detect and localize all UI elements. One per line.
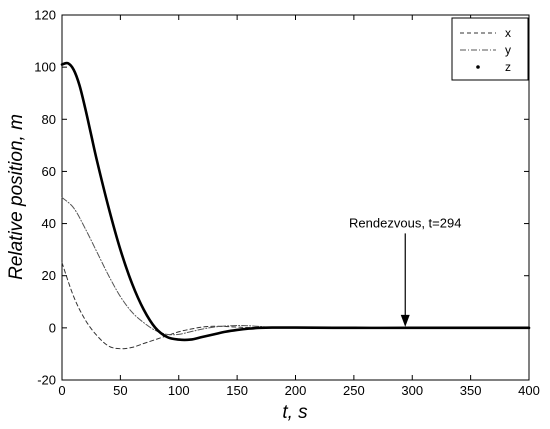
y-tick-label: 100 — [34, 60, 56, 75]
y-tick-label: 0 — [49, 320, 56, 335]
annotation-group: Rendezvous, t=294 — [349, 215, 461, 327]
y-tick-label: 20 — [42, 268, 56, 283]
x-tick-group: 0 50 100 150 200 250 300 350 400 — [58, 15, 540, 398]
y-tick-label: -20 — [37, 373, 56, 388]
x-tick-label: 400 — [518, 383, 540, 398]
series-line-z — [60, 61, 531, 342]
x-tick-label: 250 — [343, 383, 365, 398]
x-tick-label: 100 — [168, 383, 190, 398]
x-tick-label: 200 — [285, 383, 307, 398]
legend-label-y: y — [505, 43, 511, 57]
legend: x y z — [451, 17, 529, 81]
x-tick-label: 50 — [113, 383, 127, 398]
annotation-label: Rendezvous, t=294 — [349, 215, 461, 230]
y-tick-label: 120 — [34, 8, 56, 23]
legend-label-z: z — [505, 60, 511, 74]
series-group — [60, 61, 531, 350]
x-axis-label: t, s — [282, 402, 308, 423]
y-tick-label: 40 — [42, 216, 56, 231]
y-tick-group: -20 0 20 40 60 80 100 120 — [34, 8, 529, 388]
y-axis-label: Relative position, m — [6, 114, 27, 280]
x-tick-label: 350 — [460, 383, 482, 398]
y-tick-label: 80 — [42, 112, 56, 127]
annotation-arrow-head — [400, 314, 410, 327]
legend-box — [451, 17, 529, 81]
x-tick-label: 300 — [401, 383, 423, 398]
legend-marker-z — [476, 65, 480, 69]
x-tick-label: 0 — [58, 383, 65, 398]
y-tick-label: 60 — [42, 164, 56, 179]
x-tick-label: 150 — [226, 383, 248, 398]
legend-label-x: x — [505, 26, 511, 40]
